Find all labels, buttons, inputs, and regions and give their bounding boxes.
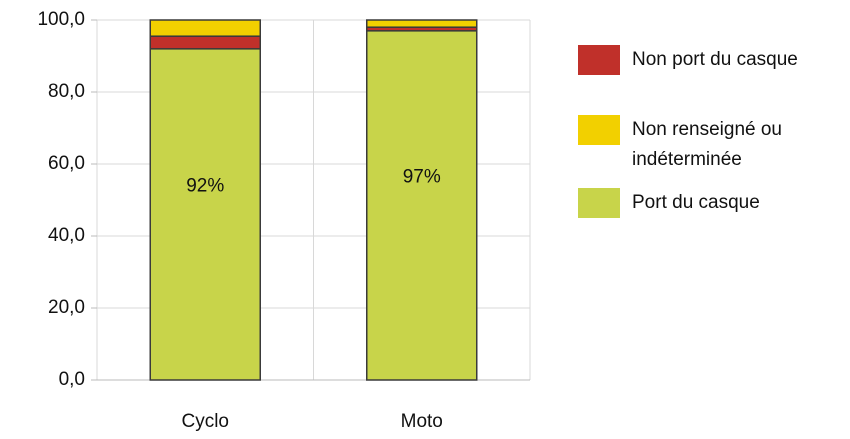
bar-segment [149,19,261,37]
data-label: 97% [403,166,441,187]
bar-segment [149,35,261,50]
y-tick-label: 80,0 [48,81,85,102]
legend-swatch [578,45,620,75]
legend-label: Non port du casque [632,49,798,70]
y-tick-label: 40,0 [48,225,85,246]
legend-item: Non port du casque [578,45,842,75]
x-tick-label: Moto [401,411,443,432]
y-tick-label: 60,0 [48,153,85,174]
legend-item: Non renseigné ou indéterminée [578,115,842,175]
bar-segment [366,19,478,28]
x-tick-label: Cyclo [181,411,229,432]
y-tick-label: 0,0 [59,369,85,390]
bar-segment [366,30,478,381]
legend-label: Non renseigné ou indéterminée [632,119,782,170]
y-tick-label: 20,0 [48,297,85,318]
legend-swatch [578,115,620,145]
data-label: 92% [186,175,224,196]
legend-swatch [578,188,620,218]
y-tick-label: 100,0 [37,9,85,30]
legend-label: Port du casque [632,192,760,213]
bar-segment [149,48,261,381]
legend-item: Port du casque [578,188,842,218]
